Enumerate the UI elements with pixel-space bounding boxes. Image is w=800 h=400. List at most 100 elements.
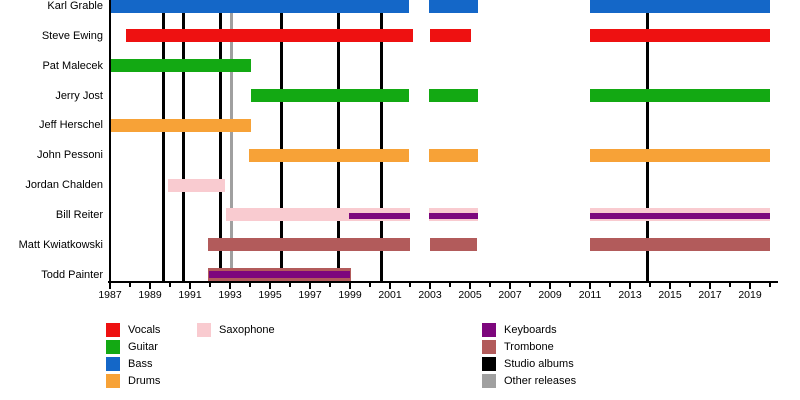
timeline-bar-overlay-bill-reiter [349,213,410,219]
legend-swatch-vocals [106,323,120,337]
x-axis-tick-label: 1999 [338,289,362,301]
member-name-label: Jeff Herschel [39,119,103,132]
x-axis-tick-label: 2005 [458,289,482,301]
x-axis-minor-tick [649,283,651,287]
timeline-bar-jordan-chalden [168,178,225,192]
x-axis-tick-label: 1987 [98,289,122,301]
timeline-bar-karl-grable [590,0,770,13]
x-axis-minor-tick [209,283,211,287]
x-axis-minor-tick [129,283,131,287]
x-axis-major-tick [389,283,391,289]
member-name-label: Matt Kwiatkowski [18,238,103,251]
legend-label-keyboards: Keyboards [504,324,557,336]
x-axis-major-tick [429,283,431,289]
x-axis-tick-label: 2017 [698,289,722,301]
timeline-bar-john-pessoni [429,148,478,162]
x-axis-major-tick [269,283,271,289]
x-axis-tick-label: 2015 [658,289,682,301]
x-axis-tick-label: 1997 [298,289,322,301]
timeline-bar-steve-ewing [126,29,413,43]
timeline-bar-karl-grable [111,0,409,13]
x-axis-minor-tick [409,283,411,287]
studio-album-line [218,0,222,281]
x-axis-major-tick [509,283,511,289]
x-axis-tick-label: 2009 [538,289,562,301]
studio-album-line [336,0,340,281]
x-axis-major-tick [469,283,471,289]
legend-swatch-studio-albums [482,357,496,371]
x-axis-major-tick [149,283,151,289]
x-axis-tick-label: 2013 [618,289,642,301]
legend-swatch-saxophone [197,323,211,337]
legend-label-saxophone: Saxophone [219,324,275,336]
x-axis-minor-tick [249,283,251,287]
legend-swatch-guitar [106,340,120,354]
x-axis-tick-label: 2019 [738,289,762,301]
legend-swatch-bass [106,357,120,371]
member-name-label: Todd Painter [41,268,103,281]
x-axis-major-tick [189,283,191,289]
legend-label-bass: Bass [128,358,153,370]
legend-swatch-other-releases [482,374,496,388]
x-axis-tick-label: 2001 [378,289,402,301]
y-axis-line [109,0,111,281]
member-name-label: Pat Malecek [42,59,103,72]
x-axis-tick-label: 2007 [498,289,522,301]
x-axis-tick-label: 2011 [578,289,602,301]
timeline-bar-jerry-jost [429,89,478,103]
x-axis-major-tick [669,283,671,289]
x-axis-minor-tick [529,283,531,287]
studio-album-line [279,0,283,281]
x-axis-minor-tick [449,283,451,287]
member-name-label: Karl Grable [47,0,103,12]
timeline-bar-overlay-bill-reiter [590,213,770,219]
member-name-label: Bill Reiter [55,208,103,221]
x-axis-minor-tick [569,283,571,287]
timeline-bar-steve-ewing [430,29,471,43]
x-axis-tick-label: 2003 [418,289,442,301]
x-axis-major-tick [229,283,231,289]
legend-label-studio-albums: Studio albums [504,358,574,370]
timeline-bar-overlay-todd-painter [209,270,350,278]
legend-label-other-releases: Other releases [504,375,577,387]
timeline-bar-matt-kwiatkowski [208,238,410,252]
timeline-bar-john-pessoni [249,148,409,162]
x-axis-tick-label: 1993 [218,289,242,301]
timeline-bar-overlay-bill-reiter [429,213,478,219]
timeline-bar-pat-malecek [111,59,251,73]
legend-swatch-trombone [482,340,496,354]
x-axis-tick-label: 1995 [258,289,282,301]
member-name-label: Steve Ewing [41,29,103,42]
x-axis-major-tick [629,283,631,289]
timeline-bar-karl-grable [429,0,478,13]
timeline-bar-jeff-herschel [111,118,251,132]
member-name-label: John Pessoni [36,149,103,162]
x-axis-major-tick [749,283,751,289]
x-axis-major-tick [349,283,351,289]
timeline-bar-jerry-jost [590,89,770,103]
legend-label-vocals: Vocals [128,324,161,336]
x-axis-tick-label: 1989 [138,289,162,301]
legend-label-drums: Drums [128,375,161,387]
studio-album-line [645,0,649,281]
x-axis-minor-tick [689,283,691,287]
x-axis-minor-tick [729,283,731,287]
legend-label-guitar: Guitar [128,341,158,353]
x-axis-major-tick [109,283,111,289]
timeline-bar-jerry-jost [251,89,409,103]
timeline-bar-john-pessoni [590,148,770,162]
member-name-label: Jerry Jost [55,89,103,102]
timeline-bar-matt-kwiatkowski [430,238,477,252]
studio-album-line [379,0,383,281]
studio-album-line [161,0,165,281]
legend-swatch-keyboards [482,323,496,337]
legend-label-trombone: Trombone [504,341,554,353]
other-release-line [229,0,233,281]
x-axis-minor-tick [769,283,771,287]
x-axis-minor-tick [329,283,331,287]
x-axis-major-tick [589,283,591,289]
x-axis-major-tick [549,283,551,289]
timeline-bar-matt-kwiatkowski [590,238,770,252]
studio-album-line [181,0,185,281]
